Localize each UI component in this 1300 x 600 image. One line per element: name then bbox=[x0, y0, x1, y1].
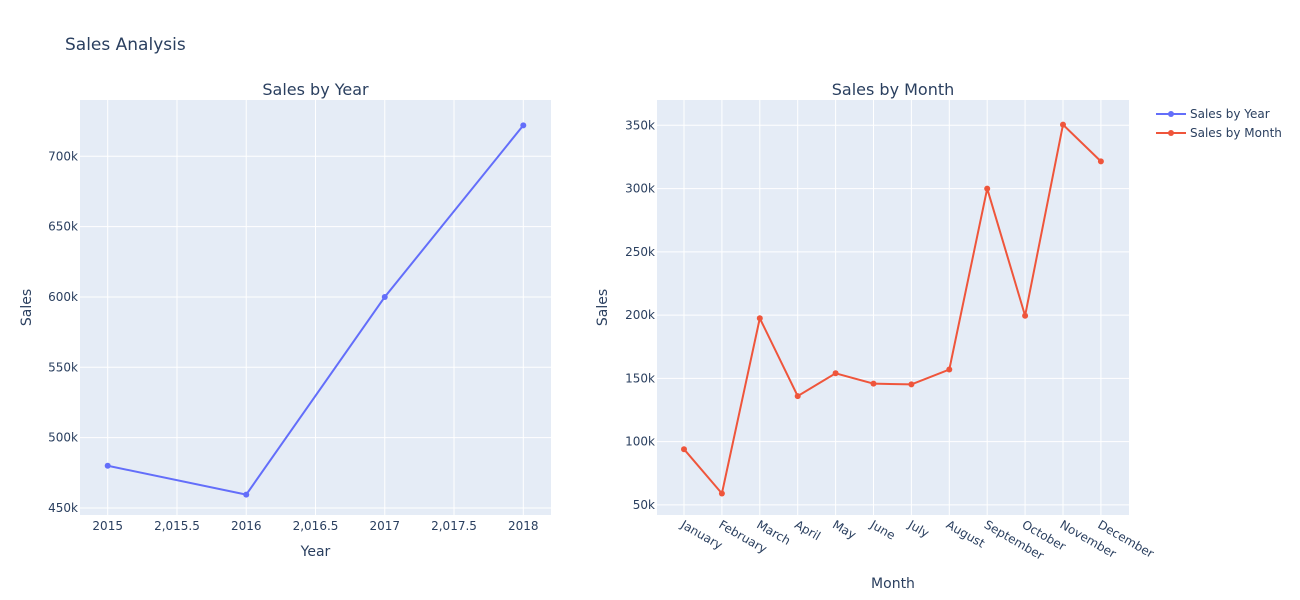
month-data-point[interactable] bbox=[1060, 121, 1066, 128]
year-x-tick-label: 2,017.5 bbox=[431, 519, 477, 533]
legend-item-sales-by-month[interactable]: Sales by Month bbox=[1156, 126, 1282, 140]
year-x-tick-label: 2015 bbox=[92, 519, 123, 533]
month-plot-area bbox=[657, 100, 1129, 515]
year-subplot: 2015 2,015.5 2016 2,016.5 2017 2,017.5 2018 450… bbox=[19, 80, 551, 560]
month-x-tick-label: May bbox=[830, 517, 858, 542]
year-series-marks bbox=[104, 122, 527, 498]
month-x-tick-label: June bbox=[867, 517, 898, 543]
month-data-point[interactable] bbox=[832, 370, 839, 377]
month-series-line bbox=[683, 122, 1102, 496]
year-y-tick-label: 450k bbox=[48, 501, 78, 515]
month-y-tick-label: 150k bbox=[625, 371, 655, 385]
month-y-axis-title: Sales bbox=[595, 289, 611, 326]
month-y-tick-label: 350k bbox=[625, 118, 655, 132]
year-y-tick-label: 600k bbox=[48, 290, 78, 304]
month-subplot-title: Sales by Month bbox=[832, 80, 955, 99]
year-y-tick-label: 500k bbox=[48, 431, 78, 445]
year-y-tick-label: 650k bbox=[48, 220, 78, 234]
year-x-tick-label: 2016 bbox=[231, 519, 262, 533]
month-y-tick-label: 200k bbox=[625, 308, 655, 322]
year-y-tick-label: 700k bbox=[48, 149, 78, 163]
month-data-point[interactable] bbox=[718, 490, 725, 497]
month-y-tick-label: 100k bbox=[625, 435, 655, 449]
year-tick-labels: 2015 2,015.5 2016 2,016.5 2017 2,017.5 2018 450… bbox=[48, 149, 538, 533]
month-x-tick-label: August bbox=[944, 517, 988, 550]
month-x-tick-label: January bbox=[678, 517, 725, 552]
year-series-line bbox=[107, 124, 525, 496]
year-data-point[interactable] bbox=[243, 491, 250, 498]
year-data-point[interactable] bbox=[381, 293, 388, 300]
year-x-tick-label: 2018 bbox=[508, 519, 539, 533]
legend-marker-month bbox=[1168, 130, 1174, 136]
month-gridlines bbox=[657, 100, 1129, 515]
year-x-tick-label: 2,016.5 bbox=[293, 519, 339, 533]
legend: Sales by Year Sales by Month bbox=[1156, 107, 1282, 140]
year-data-point[interactable] bbox=[104, 462, 111, 469]
month-data-point[interactable] bbox=[946, 366, 953, 373]
year-subplot-title: Sales by Year bbox=[262, 80, 369, 99]
month-data-point[interactable] bbox=[908, 381, 915, 388]
month-data-point[interactable] bbox=[1022, 312, 1029, 319]
year-x-tick-label: 2,015.5 bbox=[154, 519, 200, 533]
legend-label-year: Sales by Year bbox=[1190, 107, 1270, 121]
year-y-tick-label: 550k bbox=[48, 360, 78, 374]
month-data-point[interactable] bbox=[681, 446, 687, 453]
month-y-tick-label: 300k bbox=[625, 182, 655, 196]
year-y-axis-title: Sales bbox=[19, 289, 35, 326]
legend-marker-year bbox=[1168, 111, 1174, 117]
month-data-point[interactable] bbox=[984, 185, 991, 192]
month-x-tick-label: April bbox=[792, 517, 823, 543]
month-data-point[interactable] bbox=[756, 315, 763, 322]
month-x-axis-title: Month bbox=[871, 576, 915, 592]
year-x-tick-label: 2017 bbox=[369, 519, 400, 533]
month-data-point[interactable] bbox=[1097, 158, 1104, 165]
month-data-point[interactable] bbox=[870, 380, 877, 387]
legend-item-sales-by-year[interactable]: Sales by Year bbox=[1156, 107, 1270, 121]
month-y-tick-label: 50k bbox=[633, 498, 655, 512]
month-x-tick-label: July bbox=[905, 517, 932, 540]
year-x-axis-title: Year bbox=[300, 544, 331, 560]
year-data-point[interactable] bbox=[520, 122, 527, 129]
chart-main-title: Sales Analysis bbox=[65, 35, 186, 55]
legend-label-month: Sales by Month bbox=[1190, 126, 1282, 140]
month-data-point[interactable] bbox=[794, 393, 801, 400]
year-gridlines bbox=[80, 100, 551, 515]
month-y-tick-label: 250k bbox=[625, 245, 655, 259]
month-series-marks bbox=[681, 121, 1104, 497]
